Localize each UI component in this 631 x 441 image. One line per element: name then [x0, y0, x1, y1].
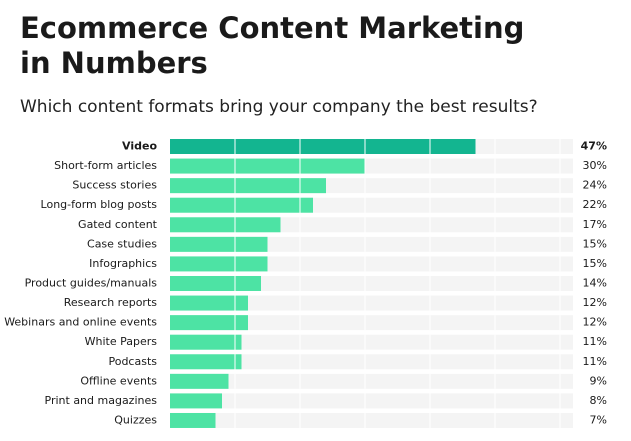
- bar: [170, 139, 476, 154]
- bar: [170, 178, 326, 194]
- category-label: Webinars and online events: [4, 316, 157, 329]
- value-label: 12%: [583, 316, 607, 329]
- value-label: 8%: [590, 394, 607, 407]
- title-line: Ecommerce Content Marketing: [20, 11, 524, 45]
- value-label: 9%: [590, 374, 607, 387]
- category-label: Product guides/manuals: [25, 276, 158, 289]
- value-label: 15%: [583, 237, 607, 250]
- bar: [170, 275, 261, 291]
- category-label: Infographics: [89, 257, 157, 270]
- category-label: Video: [122, 140, 157, 153]
- bar: [170, 373, 229, 389]
- category-label: Quizzes: [114, 413, 157, 426]
- category-label: Success stories: [72, 179, 157, 192]
- value-label: 30%: [583, 159, 607, 172]
- bar-track: [170, 354, 573, 370]
- bar: [170, 295, 248, 311]
- category-label: Print and magazines: [45, 394, 158, 407]
- chart-subtitle: Which content formats bring your company…: [20, 97, 538, 117]
- bar-track: [170, 295, 573, 311]
- value-label: 22%: [583, 198, 607, 211]
- bar-track: [170, 334, 573, 350]
- bar-track: [170, 315, 573, 331]
- bar: [170, 354, 242, 370]
- value-label: 47%: [581, 140, 607, 153]
- bar-track: [170, 393, 573, 409]
- chart-title: Ecommerce Content Marketing in Numbers: [20, 11, 535, 80]
- bar-track: [170, 373, 573, 389]
- value-label: 12%: [583, 296, 607, 309]
- bar: [170, 197, 313, 213]
- title-line: in Numbers: [20, 46, 208, 80]
- value-label: 14%: [583, 276, 607, 289]
- bar: [170, 334, 242, 350]
- value-label: 7%: [590, 413, 607, 426]
- value-label: 11%: [583, 355, 607, 368]
- category-label: Case studies: [87, 237, 157, 250]
- bar-track: [170, 256, 573, 272]
- category-label: Gated content: [78, 218, 158, 231]
- category-label: Long-form blog posts: [41, 198, 158, 211]
- bar: [170, 393, 222, 409]
- bar-track: [170, 275, 573, 291]
- bar: [170, 236, 268, 252]
- category-label: Short-form articles: [54, 159, 157, 172]
- bar: [170, 412, 216, 428]
- category-label: Research reports: [64, 296, 158, 309]
- bar: [170, 158, 365, 174]
- bar-track: [170, 236, 573, 252]
- bar: [170, 217, 281, 233]
- category-label: White Papers: [85, 335, 158, 348]
- value-label: 15%: [583, 257, 607, 270]
- bar: [170, 315, 248, 331]
- value-label: 11%: [583, 335, 607, 348]
- bar-track: [170, 412, 573, 428]
- category-label: Podcasts: [108, 355, 157, 368]
- value-label: 17%: [583, 218, 607, 231]
- value-label: 24%: [583, 179, 607, 192]
- bar: [170, 256, 268, 272]
- category-label: Offline events: [80, 374, 157, 387]
